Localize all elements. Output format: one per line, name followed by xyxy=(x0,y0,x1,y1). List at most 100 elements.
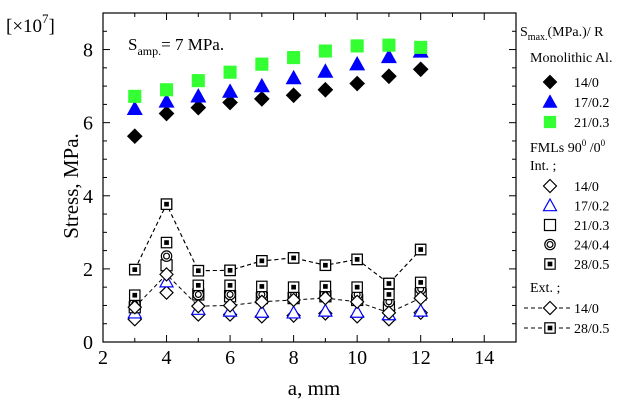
data-point xyxy=(158,105,175,122)
marker-shape xyxy=(543,218,557,232)
legend-marker xyxy=(544,322,556,334)
marker-inner xyxy=(195,268,201,274)
data-point xyxy=(287,51,301,65)
marker-shape xyxy=(349,75,366,92)
legend-marker xyxy=(542,178,558,194)
data-point xyxy=(254,304,270,318)
data-point xyxy=(414,243,427,256)
marker-inner xyxy=(194,290,202,299)
data-point xyxy=(126,128,143,145)
marker-inner xyxy=(354,284,360,290)
marker-inner xyxy=(164,240,169,245)
legend-marker xyxy=(544,238,556,251)
y-tick-label: 2 xyxy=(83,259,93,281)
legend-header-main: S xyxy=(520,25,528,40)
data-point xyxy=(349,75,366,92)
marker-shape xyxy=(349,55,366,71)
series-line xyxy=(134,273,421,314)
legend-header-rest: (MPa.)/ R xyxy=(548,25,605,40)
legend-entry-int-4: 28/0.5 xyxy=(544,258,609,273)
marker-shape xyxy=(285,87,302,104)
legend-marker xyxy=(544,258,556,270)
legend-entry-int-3: 24/0.4 xyxy=(544,238,609,254)
legend-label: 28/0.5 xyxy=(574,258,609,273)
data-point xyxy=(159,285,174,300)
data-point xyxy=(317,303,333,317)
marker-shape xyxy=(543,115,557,129)
y-tick-label: 8 xyxy=(83,40,93,62)
y-tick-label: 0 xyxy=(83,332,93,354)
data-point xyxy=(380,48,397,64)
data-point xyxy=(253,77,270,93)
data-point xyxy=(222,298,238,313)
data-point xyxy=(285,69,302,85)
data-point xyxy=(126,100,143,115)
marker-inner xyxy=(386,281,392,286)
data-point xyxy=(349,294,365,310)
data-point xyxy=(381,305,397,321)
marker-shape xyxy=(254,294,270,310)
data-point xyxy=(383,277,395,290)
series-7-int xyxy=(128,236,427,302)
marker-shape xyxy=(222,94,238,111)
data-point xyxy=(192,279,205,292)
data-point xyxy=(190,298,206,314)
legend-entry-mono-0: 14/0 xyxy=(542,74,599,91)
legend-label: 28/0.5 xyxy=(574,322,609,337)
marker-inner xyxy=(227,268,233,273)
legend-marker xyxy=(542,74,558,90)
legend-marker xyxy=(542,300,558,316)
marker-inner xyxy=(259,258,265,264)
marker-shape xyxy=(159,83,174,97)
marker-inner xyxy=(546,240,554,249)
amp-annotation-rest: = 7 MPa. xyxy=(161,35,224,54)
marker-shape xyxy=(223,65,237,79)
marker-shape xyxy=(542,178,558,194)
data-point xyxy=(159,83,174,97)
data-point xyxy=(160,236,173,249)
marker-shape xyxy=(542,300,558,316)
marker-shape xyxy=(317,81,334,98)
legend-entry-int-0: 14/0 xyxy=(542,178,599,195)
marker-shape xyxy=(159,267,174,282)
legend-label: 17/0.2 xyxy=(574,96,609,111)
x-tick-label: 2 xyxy=(98,347,108,369)
marker-shape xyxy=(190,88,207,103)
data-point xyxy=(128,263,141,276)
svg-text:FMLs 900 /00: FMLs 900 /00 xyxy=(530,138,606,156)
marker-inner xyxy=(323,262,328,268)
data-point xyxy=(128,89,142,103)
scale-label: [×107] xyxy=(6,11,55,37)
data-point xyxy=(224,279,236,292)
legend-label: 21/0.3 xyxy=(574,116,609,131)
marker-inner xyxy=(259,284,265,289)
data-point xyxy=(319,259,332,272)
data-point xyxy=(224,264,236,277)
series-0-mono xyxy=(126,61,429,145)
series-4-int xyxy=(127,273,429,321)
data-point xyxy=(159,267,174,282)
marker-shape xyxy=(286,305,302,319)
data-point xyxy=(351,281,363,293)
legend-entry-ext-0: 14/0 xyxy=(524,300,599,317)
data-point xyxy=(318,44,332,58)
data-point xyxy=(317,63,334,78)
data-point xyxy=(286,305,302,319)
scale-label-close: ] xyxy=(49,16,55,37)
legend-label: 14/0 xyxy=(574,76,599,91)
marker-shape xyxy=(190,298,206,314)
data-point xyxy=(254,294,270,310)
legend-group-internal: Int. ; xyxy=(530,159,556,174)
svg-text:Smax.(MPa.)/ R: Smax.(MPa.)/ R xyxy=(520,25,604,43)
marker-inner xyxy=(386,292,392,297)
marker-shape xyxy=(381,305,397,321)
legend-label: 14/0 xyxy=(574,302,599,317)
series-2-mono xyxy=(128,38,428,103)
legend-entry-ext-1: 28/0.5 xyxy=(524,322,609,337)
amp-annotation-main: S xyxy=(128,35,137,54)
data-point xyxy=(349,55,366,71)
data-point xyxy=(412,61,429,78)
marker-shape xyxy=(287,51,301,65)
marker-shape xyxy=(413,290,429,306)
